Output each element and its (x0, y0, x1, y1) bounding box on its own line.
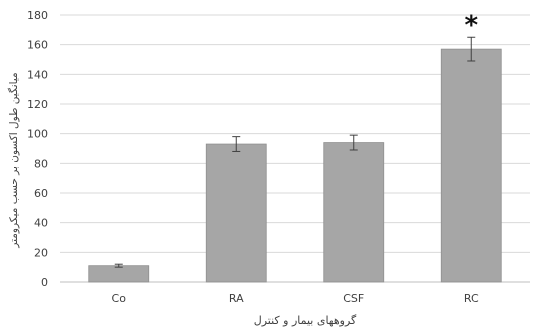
error-bar-rc (467, 36, 476, 62)
y-tick-label: 140 (27, 68, 48, 81)
bar-ra (205, 143, 267, 283)
error-bars (114, 36, 476, 268)
x-tick-labels: Co RA CSF RC (112, 292, 479, 305)
y-axis-label: میانگین طول اکسون بر حسب میکرومتر (7, 72, 20, 248)
bars (88, 48, 502, 283)
x-tick-label: Co (112, 292, 127, 305)
y-tick-label: 0 (41, 276, 48, 289)
x-tick-label: RA (229, 292, 244, 305)
error-bar-csf (349, 134, 358, 151)
x-tick-label: CSF (343, 292, 364, 305)
error-bar-co (114, 263, 123, 268)
x-tick-label: RC (464, 292, 479, 305)
x-axis-label: گروههای بیمار و کنترل (254, 314, 357, 327)
y-tick-label: 40 (34, 217, 48, 230)
y-tick-label: 160 (27, 39, 48, 52)
bar-rc (440, 48, 502, 283)
gridlines (60, 14, 530, 283)
error-bar-ra (232, 136, 241, 152)
y-tick-label: 100 (27, 128, 48, 141)
y-tick-labels: 0 20 40 60 80 100 120 140 160 180 (27, 9, 48, 289)
bar-csf (323, 142, 385, 283)
annotations: * (464, 10, 478, 40)
bar-co (88, 265, 150, 283)
y-tick-label: 80 (34, 157, 48, 170)
y-tick-label: 120 (27, 98, 48, 111)
y-tick-label: 20 (34, 246, 48, 259)
significance-marker: * (464, 10, 478, 40)
y-tick-label: 180 (27, 9, 48, 22)
y-tick-label: 60 (34, 187, 48, 200)
